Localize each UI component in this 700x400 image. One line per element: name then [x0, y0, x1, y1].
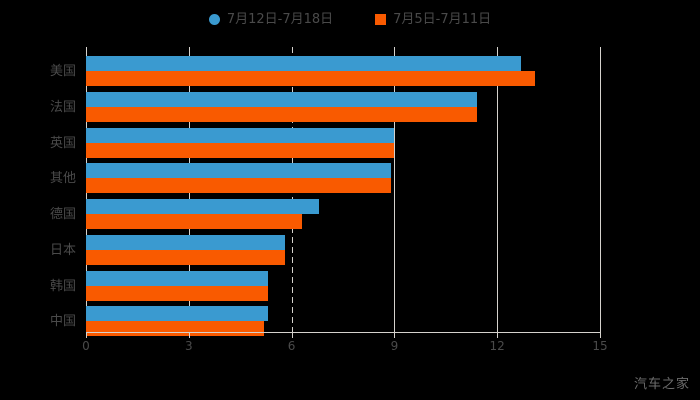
- x-axis-tick: [291, 333, 293, 338]
- watermark: 汽车之家: [633, 377, 690, 392]
- category-label: 美国: [49, 64, 76, 79]
- x-axis-tick: [497, 333, 499, 338]
- category-axis-labels: 美国法国英国其他德国日本韩国中国: [0, 47, 86, 333]
- bar: [86, 306, 268, 322]
- category-label: 韩国: [49, 278, 76, 294]
- bar: [86, 321, 265, 337]
- legend-item[interactable]: 7月12日-7月18日: [208, 11, 334, 27]
- bar: [86, 142, 395, 158]
- category-label: 其他: [49, 171, 76, 187]
- x-axis-tick-label: 0: [82, 339, 90, 353]
- bar: [86, 285, 268, 301]
- x-axis-tick-label: 15: [592, 339, 608, 353]
- x-axis-tick-label: 9: [390, 339, 399, 353]
- category-label: 英国: [49, 135, 76, 151]
- x-axis-tick: [600, 333, 601, 338]
- bar: [86, 71, 535, 86]
- x-axis-line: [86, 332, 601, 333]
- plot-area: [86, 47, 601, 337]
- x-axis-tick: [188, 333, 190, 338]
- chart-legend: 7月12日-7月18日 7月5日-7月11日: [0, 8, 700, 30]
- category-label: 日本: [49, 242, 76, 258]
- x-axis-tick-label: 12: [489, 339, 505, 353]
- gridline: [497, 47, 499, 333]
- legend-item[interactable]: 7月5日-7月11日: [375, 13, 491, 26]
- x-axis-tick: [394, 333, 396, 338]
- circle-marker-icon: [208, 13, 220, 25]
- category-label: 德国: [49, 207, 76, 222]
- bar: [86, 270, 268, 286]
- category-label: 法国: [49, 99, 76, 115]
- bar: [86, 214, 302, 229]
- gridline: [600, 47, 601, 333]
- bar: [86, 178, 391, 194]
- bar: [86, 163, 391, 179]
- bar: [86, 91, 477, 107]
- category-label: 中国: [49, 314, 76, 330]
- legend-item-label: 7月12日-7月18日: [226, 11, 334, 27]
- bar: [86, 106, 477, 122]
- bar: [86, 249, 285, 265]
- x-axis-tick-label: 3: [184, 339, 193, 353]
- bar: [86, 56, 522, 71]
- x-axis-tick-label: 6: [287, 339, 296, 353]
- bar: [86, 199, 319, 214]
- bar: [86, 234, 285, 250]
- bar: [86, 127, 395, 143]
- gridline: [394, 47, 396, 333]
- square-marker-icon: [375, 13, 387, 25]
- x-axis-tick: [86, 333, 87, 338]
- legend-item-label: 7月5日-7月11日: [393, 11, 492, 27]
